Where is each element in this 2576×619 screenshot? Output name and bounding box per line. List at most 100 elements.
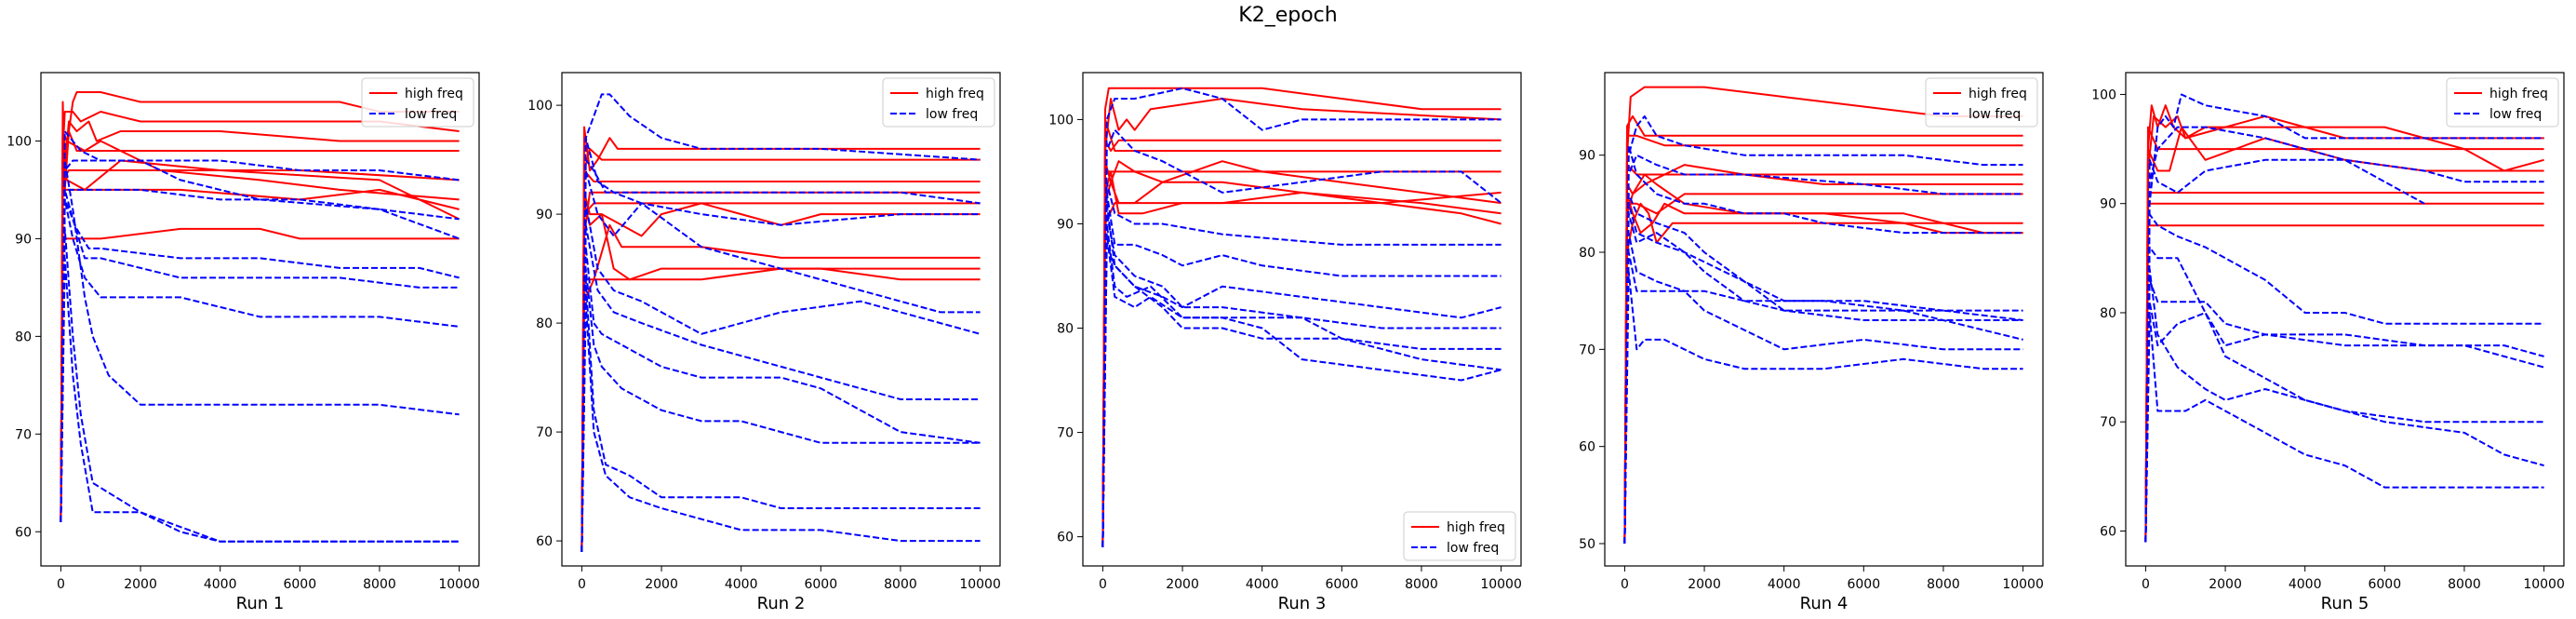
x-tick-label: 4000 — [1246, 577, 1279, 592]
series-line-high-freq — [1101, 170, 1502, 547]
x-tick-label: 8000 — [2448, 577, 2481, 592]
series-line-low-freq — [1623, 144, 2023, 545]
x-axis-label: Run 3 — [1278, 594, 1327, 613]
legend-label: high freq — [405, 87, 463, 101]
legend: high freq low freq — [361, 77, 474, 128]
x-tick-label: 6000 — [804, 577, 837, 592]
y-tick-label: 80 — [15, 330, 32, 344]
y-tick-label: 100 — [7, 134, 32, 149]
series-line-low-freq — [1623, 202, 2023, 545]
series-line-low-freq — [1101, 128, 1502, 547]
series-line-low-freq — [2144, 93, 2544, 543]
axes-frame — [40, 72, 480, 567]
series-line-low-freq — [581, 93, 981, 552]
plot-area — [1083, 73, 1521, 566]
series-line-low-freq — [2144, 158, 2425, 543]
series-line-high-freq — [581, 191, 981, 552]
x-axis-label: Run 5 — [2321, 594, 2369, 613]
series-line-low-freq — [1623, 212, 2023, 545]
x-tick-label: 0 — [1621, 577, 1629, 592]
x-tick-label: 0 — [578, 577, 586, 592]
series-line-low-freq — [1101, 243, 1502, 547]
x-tick-label: 8000 — [1927, 577, 1960, 592]
y-tick-label: 50 — [1579, 537, 1595, 552]
x-tick-label: 2000 — [2209, 577, 2242, 592]
x-tick-label: 10000 — [1480, 577, 1522, 592]
y-tick-label: 70 — [2100, 415, 2116, 430]
legend-label: low freq — [1969, 107, 2021, 122]
axes-frame — [561, 72, 1001, 567]
series-line-high-freq — [1623, 114, 2023, 545]
series-line-high-freq — [1101, 160, 1502, 547]
x-tick-label: 4000 — [1768, 577, 1801, 592]
series-line-low-freq — [1623, 251, 2023, 545]
series-line-low-freq — [1101, 222, 1502, 547]
series-group — [1623, 86, 2023, 545]
chart-panel-2: 0 2000 4000 6000 8000 10000 60 70 80 90 100 Run 2 hi… — [527, 72, 1001, 613]
legend-label: low freq — [405, 107, 457, 122]
legend-label: high freq — [926, 87, 984, 101]
figure-title: K2_epoch — [1238, 4, 1338, 27]
y-tick-label: 60 — [2100, 524, 2116, 539]
y-tick-label: 100 — [527, 99, 553, 114]
series-line-low-freq — [1101, 212, 1502, 547]
y-tick-label: 100 — [1048, 113, 1074, 128]
y-tick-label: 60 — [536, 534, 553, 549]
y-tick-label: 70 — [15, 427, 32, 442]
series-line-low-freq — [60, 159, 460, 522]
series-line-low-freq — [1101, 181, 1502, 547]
x-tick-label: 0 — [2142, 577, 2150, 592]
x-tick-label: 0 — [1099, 577, 1107, 592]
x-tick-label: 6000 — [1325, 577, 1358, 592]
series-line-low-freq — [60, 188, 460, 522]
y-tick-label: 80 — [1057, 322, 1074, 337]
series-group — [60, 91, 460, 543]
plot-area — [41, 73, 479, 566]
series-group — [2144, 93, 2544, 543]
x-tick-label: 6000 — [283, 577, 316, 592]
chart-panel-5: 0 2000 4000 6000 8000 10000 60 70 80 90 100 Run 5 hi… — [2091, 72, 2565, 613]
legend-label: low freq — [1447, 541, 1499, 556]
x-tick-label: 2000 — [1166, 577, 1199, 592]
y-tick-label: 70 — [536, 425, 553, 440]
x-tick-label: 2000 — [124, 577, 157, 592]
x-tick-label: 10000 — [2523, 577, 2565, 592]
x-tick-label: 8000 — [884, 577, 917, 592]
axes-frame — [1082, 72, 1522, 567]
series-line-low-freq — [60, 159, 460, 522]
x-tick-label: 4000 — [204, 577, 237, 592]
series-line-high-freq — [1623, 134, 2023, 545]
y-tick-label: 80 — [2100, 306, 2116, 321]
series-line-high-freq — [1623, 202, 2023, 545]
y-tick-label: 70 — [1057, 426, 1074, 441]
series-line-low-freq — [60, 227, 460, 543]
y-tick-label: 60 — [1579, 440, 1595, 455]
series-line-low-freq — [2144, 312, 2544, 543]
series-line-low-freq — [581, 137, 981, 552]
series-line-low-freq — [2144, 278, 2544, 543]
x-tick-label: 0 — [57, 577, 65, 592]
series-line-low-freq — [1623, 114, 2023, 545]
x-tick-label: 10000 — [438, 577, 480, 592]
y-tick-label: 90 — [1057, 217, 1074, 232]
x-tick-label: 6000 — [2368, 577, 2401, 592]
chart-panel-1: 0 2000 4000 6000 8000 10000 60 70 80 90 100 Run 1 hi… — [7, 72, 480, 613]
legend: high freq low freq — [1403, 511, 1516, 561]
x-tick-label: 10000 — [2002, 577, 2044, 592]
series-line-low-freq — [581, 267, 981, 552]
x-tick-label: 8000 — [1405, 577, 1438, 592]
legend-label: high freq — [1447, 520, 1505, 535]
axes-frame — [2125, 72, 2565, 567]
series-line-low-freq — [581, 300, 981, 552]
axes-frame — [1604, 72, 2044, 567]
y-tick-label: 90 — [2100, 197, 2116, 212]
x-tick-label: 6000 — [1847, 577, 1880, 592]
y-tick-label: 60 — [1057, 531, 1074, 545]
series-line-low-freq — [581, 223, 981, 552]
series-line-low-freq — [1623, 270, 2023, 545]
plot-area — [2126, 73, 2564, 566]
chart-panel-4: 0 2000 4000 6000 8000 10000 50 60 70 80 90 Run 4 hig… — [1579, 72, 2044, 613]
series-line-low-freq — [1101, 191, 1502, 547]
x-axis-label: Run 1 — [236, 594, 285, 613]
